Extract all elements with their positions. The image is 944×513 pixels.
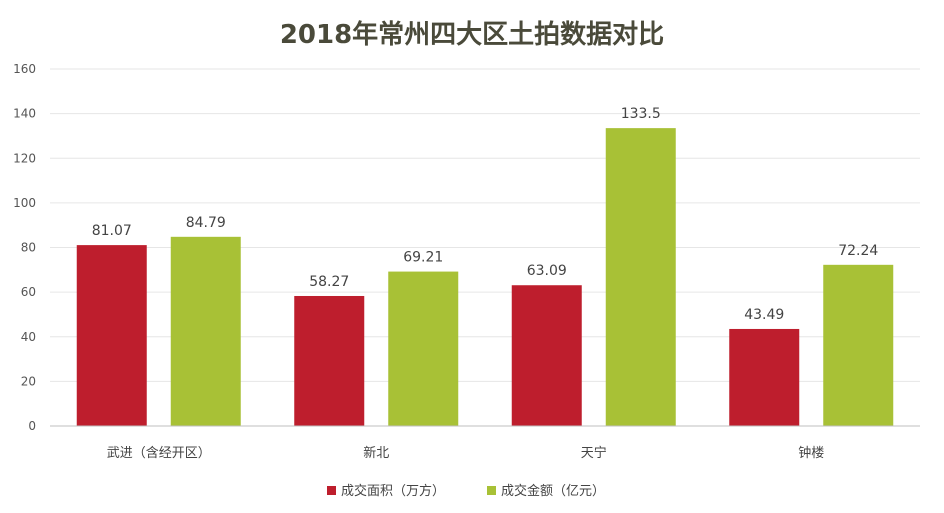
data-label: 43.49 [744,307,784,323]
x-category-label: 钟楼 [798,445,824,461]
bar [388,271,459,426]
data-label: 72.24 [838,243,878,259]
y-tick-label: 120 [13,151,36,165]
bar [729,328,800,426]
x-category-label: 武进（含经开区） [107,445,211,461]
legend-label: 成交金额（亿元） [501,483,605,499]
legend-swatch [487,486,496,495]
data-label: 81.07 [92,223,132,239]
data-label: 69.21 [403,250,443,266]
y-tick-label: 40 [21,330,36,344]
legend: 成交面积（万方） 成交金额（亿元） [327,483,605,499]
y-tick-label: 60 [21,285,36,299]
y-axis-ticks: 0 20 40 60 80 100 120 140 160 [13,62,36,433]
y-tick-label: 20 [21,374,36,388]
data-label: 133.5 [621,106,661,122]
data-label: 63.09 [527,263,567,279]
y-tick-label: 80 [21,241,36,255]
data-labels: 81.07 84.79 58.27 69.21 63.09 133.5 43.49 72.24 [92,106,879,323]
legend-swatch [327,486,336,495]
bar [76,245,147,426]
chart-title: 2018年常州四大区土拍数据对比 [280,19,664,50]
data-label: 58.27 [309,274,349,290]
bar [170,236,241,426]
y-tick-label: 0 [28,419,36,433]
bars [76,128,894,427]
bar [294,295,365,426]
x-axis-categories: 武进（含经开区） 新北 天宁 钟楼 [107,445,825,461]
bar [823,264,894,426]
x-category-label: 天宁 [581,445,607,461]
legend-label: 成交面积（万方） [341,483,445,499]
x-category-label: 新北 [363,445,389,461]
data-label: 84.79 [186,215,226,231]
bar [511,285,582,426]
bar [605,128,676,427]
y-tick-label: 100 [13,196,36,210]
y-tick-label: 160 [13,62,36,76]
y-tick-label: 140 [13,107,36,121]
